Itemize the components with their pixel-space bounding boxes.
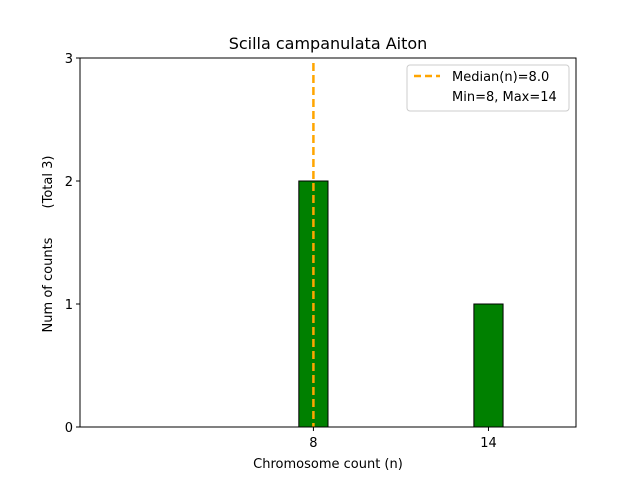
x-tick-label-14: 14 [480, 436, 497, 451]
x-axis: 8 14 [309, 427, 497, 451]
y-axis-label: Num of counts [41, 237, 56, 332]
y-tick-label-1: 1 [65, 298, 73, 313]
chart-title: Scilla campanulata Aiton [229, 34, 428, 53]
plot-frame [79, 57, 577, 428]
legend-box [406, 64, 570, 112]
y-axis-total-label: (Total 3) [41, 156, 56, 209]
y-tick-label-3: 3 [65, 52, 73, 67]
x-axis-label: Chromosome count (n) [253, 457, 403, 472]
y-axis: 0 1 2 3 [65, 52, 80, 436]
bar-14 [473, 303, 504, 428]
legend: Median(n)=8.0 Min=8, Max=14 [406, 64, 570, 112]
legend-entry-median: Median(n)=8.0 [452, 70, 549, 85]
legend-entry-min-max: Min=8, Max=14 [452, 90, 557, 105]
y-tick-label-2: 2 [65, 175, 73, 190]
bars-layer [298, 180, 504, 428]
x-tick-label-8: 8 [309, 436, 317, 451]
y-tick-label-0: 0 [65, 421, 73, 436]
